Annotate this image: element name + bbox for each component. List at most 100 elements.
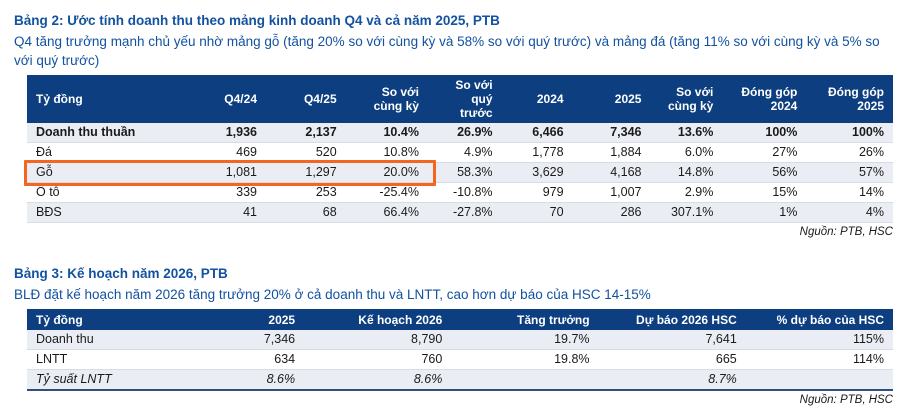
table3-block: Tỷ đồng 2025 Kế hoạch 2026 Tăng trưởng Dự b…: [27, 309, 893, 407]
cell: [451, 369, 599, 391]
cell: -27.8%: [427, 202, 502, 223]
cell: 665: [598, 349, 746, 370]
cell: 70: [501, 202, 573, 223]
table3-body: Doanh thu 7,346 8,790 19.7% 7,641 115% LNTT 634…: [27, 330, 893, 391]
cell: 6,466: [501, 123, 573, 143]
cell: 979: [501, 182, 573, 203]
cell: 469: [200, 142, 266, 163]
cell: 56%: [722, 162, 807, 183]
column-header: Q4/25: [266, 75, 346, 123]
table2-section: Bảng 2: Ước tính doanh thu theo mảng kin…: [14, 12, 918, 239]
cell: 15%: [722, 182, 807, 203]
cell: 100%: [722, 123, 807, 143]
cell: 8,790: [304, 330, 452, 350]
table3-wrap: Tỷ đồng 2025 Kế hoạch 2026 Tăng trưởng Dự b…: [27, 309, 893, 391]
row-label: Đá: [27, 142, 201, 163]
cell: 13.6%: [650, 123, 723, 143]
cell: 1,778: [501, 142, 573, 163]
cell: 253: [266, 182, 346, 203]
cell: 7,346: [217, 330, 305, 350]
cell: 307.1%: [650, 202, 723, 223]
cell: 4%: [806, 202, 893, 223]
cell: 520: [266, 142, 346, 163]
section-gap: [14, 239, 918, 265]
cell: 20.0%: [345, 162, 428, 183]
cell: 58.3%: [427, 162, 502, 183]
table-row: BĐS 41 68 66.4% -27.8% 70 286 307.1% 1% 4%: [27, 202, 893, 223]
cell: 26%: [806, 142, 893, 163]
unit-header: Tỷ đồng: [27, 309, 218, 330]
table2-block: Tỷ đồng Q4/24 Q4/25 So với cùng kỳ So với q…: [24, 75, 893, 239]
column-header: Kế hoạch 2026: [304, 309, 452, 330]
row-label: BĐS: [27, 202, 201, 223]
table2-wrap: Tỷ đồng Q4/24 Q4/25 So với cùng kỳ So với q…: [24, 75, 893, 223]
row-label: LNTT: [27, 349, 218, 370]
cell: 1,936: [200, 123, 266, 143]
cell: 68: [266, 202, 346, 223]
column-header: 2025: [217, 309, 305, 330]
table-row: Tỷ suất LNTT 8.6% 8.6% 8.7%: [27, 369, 893, 391]
cell: [745, 369, 893, 391]
cell: 7,346: [572, 123, 651, 143]
cell: 14%: [806, 182, 893, 203]
cell: 2.9%: [650, 182, 723, 203]
cell: 10.4%: [345, 123, 428, 143]
cell: 286: [572, 202, 651, 223]
table-row: Doanh thu 7,346 8,790 19.7% 7,641 115%: [27, 330, 893, 350]
cell: 100%: [806, 123, 893, 143]
cell: 27%: [722, 142, 807, 163]
cell: 7,641: [598, 330, 746, 350]
table2-header-row: Tỷ đồng Q4/24 Q4/25 So với cùng kỳ So với q…: [27, 75, 893, 123]
cell: 19.8%: [451, 349, 599, 370]
table3-head: Tỷ đồng 2025 Kế hoạch 2026 Tăng trưởng Dự b…: [27, 309, 893, 330]
cell: 1,081: [200, 162, 266, 183]
row-label: Doanh thu: [27, 330, 218, 350]
table2-source: Nguồn: PTB, HSC: [799, 226, 893, 238]
cell: 4.9%: [427, 142, 502, 163]
cell: 26.9%: [427, 123, 502, 143]
column-header: So với cùng kỳ: [345, 75, 428, 123]
table-row: LNTT 634 760 19.8% 665 114%: [27, 349, 893, 370]
table-row: Doanh thu thuần 1,936 2,137 10.4% 26.9% 6,466…: [27, 123, 893, 143]
column-header: Đóng góp 2024: [722, 75, 807, 123]
cell: 339: [200, 182, 266, 203]
table3-source: Nguồn: PTB, HSC: [799, 394, 893, 406]
cell: 8.6%: [304, 369, 452, 391]
table3: Tỷ đồng 2025 Kế hoạch 2026 Tăng trưởng Dự b…: [27, 309, 893, 391]
cell: 3,629: [501, 162, 573, 183]
column-header: Tăng trưởng: [451, 309, 599, 330]
unit-header: Tỷ đồng: [27, 75, 201, 123]
cell: 2,137: [266, 123, 346, 143]
table2-body: Doanh thu thuần 1,936 2,137 10.4% 26.9% 6,466…: [27, 123, 893, 223]
table3-subtitle: BLĐ đặt kế hoạch năm 2026 tăng trưởng 20…: [14, 287, 651, 302]
cell: 41: [200, 202, 266, 223]
table3-section: Bảng 3: Kế hoạch năm 2026, PTB BLĐ đặt k…: [14, 265, 918, 407]
column-header: 2024: [501, 75, 573, 123]
table3-title: Bảng 3: Kế hoạch năm 2026, PTB: [14, 266, 228, 281]
cell: -10.8%: [427, 182, 502, 203]
cell: 6.0%: [650, 142, 723, 163]
cell: 1,884: [572, 142, 651, 163]
column-header: 2025: [572, 75, 651, 123]
cell: 4,168: [572, 162, 651, 183]
column-header: Dự báo 2026 HSC: [598, 309, 746, 330]
cell: 10.8%: [345, 142, 428, 163]
table2-head: Tỷ đồng Q4/24 Q4/25 So với cùng kỳ So với q…: [27, 75, 893, 123]
row-label: Ô tô: [27, 182, 201, 203]
row-label: Doanh thu thuần: [27, 123, 201, 143]
cell: 8.7%: [598, 369, 746, 391]
table-row: Đá 469 520 10.8% 4.9% 1,778 1,884 6.0% 27% 26%: [27, 142, 893, 163]
cell: 1,297: [266, 162, 346, 183]
table3-header-row: Tỷ đồng 2025 Kế hoạch 2026 Tăng trưởng Dự b…: [27, 309, 893, 330]
table2-subtitle: Q4 tăng trưởng mạnh chủ yếu nhờ mảng gỗ …: [14, 34, 880, 68]
cell: 1%: [722, 202, 807, 223]
row-label: Tỷ suất LNTT: [27, 369, 218, 391]
table2-title: Bảng 2: Ước tính doanh thu theo mảng kin…: [14, 13, 500, 28]
column-header: Q4/24: [200, 75, 266, 123]
cell: 634: [217, 349, 305, 370]
cell: 1,007: [572, 182, 651, 203]
cell: 115%: [745, 330, 893, 350]
cell: 14.8%: [650, 162, 723, 183]
column-header: So với quý trước: [427, 75, 502, 123]
